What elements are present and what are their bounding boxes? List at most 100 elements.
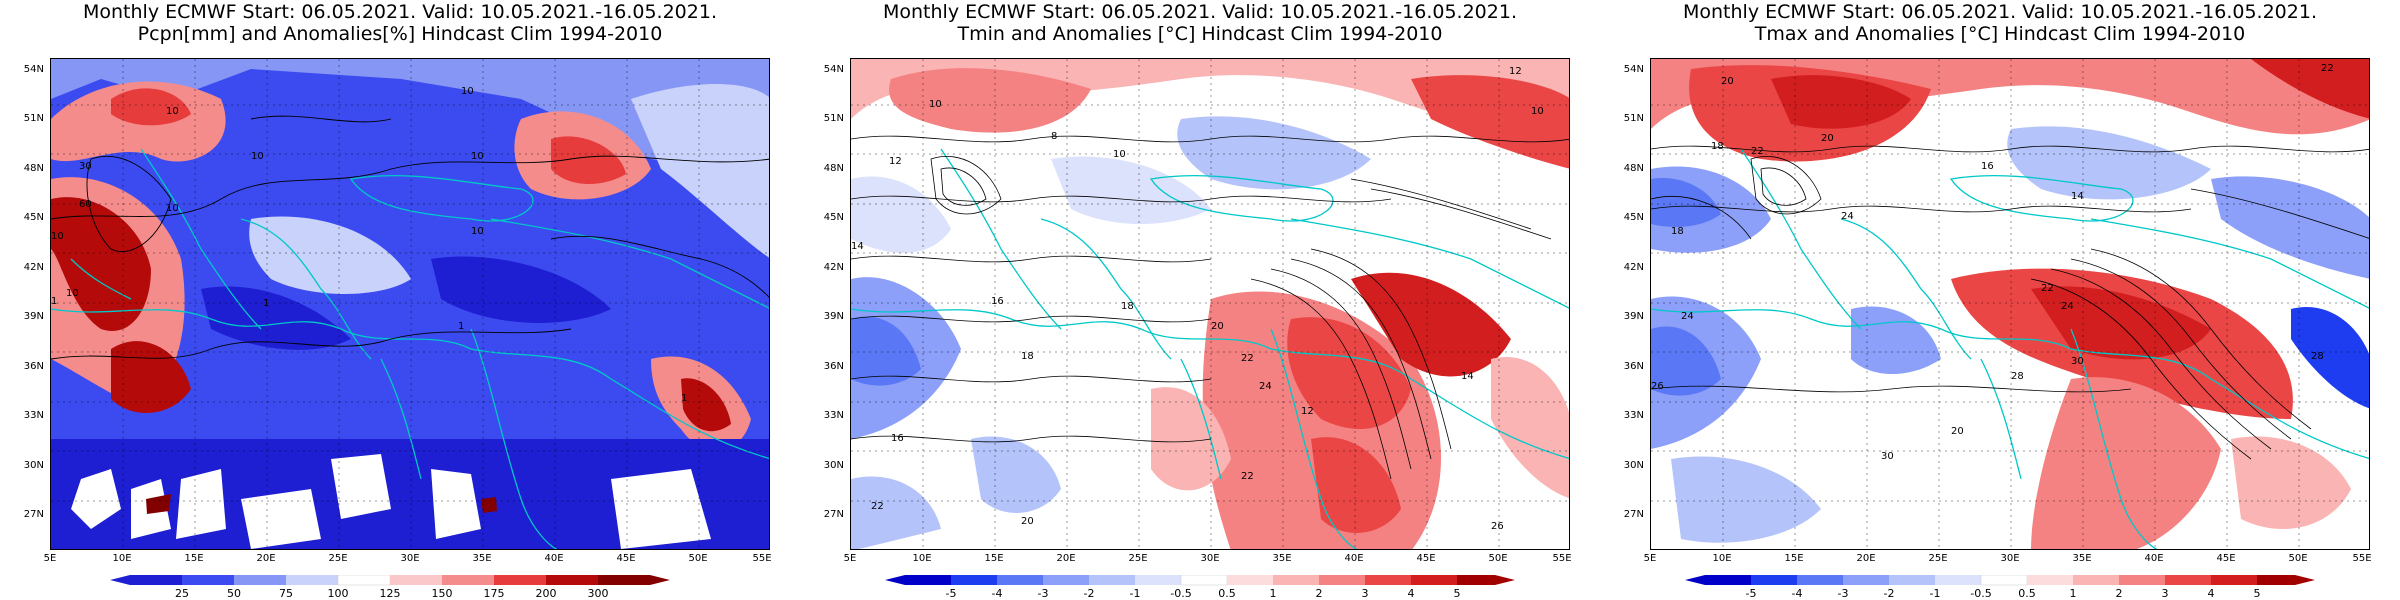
- colorbar-label: 150: [431, 587, 453, 600]
- lon-label: 55E: [1552, 553, 1572, 564]
- precip-colorbar: [110, 575, 670, 586]
- colorbar-label: -0.5: [1170, 587, 1192, 600]
- contour-label: 30: [79, 161, 92, 172]
- lat-label: 39N: [1623, 311, 1644, 322]
- contour-labels: 10 10 10 30 60 10 10 10 10 1 10 1 1 1: [51, 86, 687, 404]
- colorbar-label: 3: [1361, 587, 1369, 600]
- lon-label: 35E: [472, 553, 492, 564]
- lat-label: 48N: [823, 163, 844, 174]
- panel-title-line2: Tmin and Anomalies [°C] Hindcast Clim 19…: [957, 23, 1443, 45]
- colorbar-label: 0.5: [2018, 587, 2036, 600]
- contour-label: 24: [1259, 381, 1272, 392]
- lon-label: 50E: [2288, 553, 2308, 564]
- contour-label: 10: [471, 226, 484, 237]
- contour-label: 10: [461, 86, 474, 97]
- contour-label: 24: [2061, 301, 2074, 312]
- contour-labels: 12 10 8 12 10 14 16 18 20 22 24 22 12 10…: [851, 66, 1544, 532]
- coastline-overlay: [851, 148, 1569, 549]
- contour-label: 10: [66, 288, 79, 299]
- contour-label: 1: [263, 298, 269, 309]
- panel-tmin: Monthly ECMWF Start: 06.05.2021. Valid: …: [800, 0, 1600, 600]
- tmin-anomaly-field: [851, 59, 1569, 549]
- lat-label: 39N: [823, 311, 844, 322]
- colorbar-label: -2: [1883, 587, 1895, 600]
- colorbar-label: -1: [1929, 587, 1941, 600]
- colorbar-label: 25: [175, 587, 189, 600]
- graticule: [1651, 59, 2369, 549]
- lat-label: 51N: [23, 113, 44, 124]
- lat-label: 33N: [1623, 410, 1644, 421]
- lon-label: 40E: [2144, 553, 2164, 564]
- tmax-anomaly-field: [1651, 59, 2369, 549]
- lon-label: 55E: [752, 553, 772, 564]
- colorbar-label: 5: [2253, 587, 2261, 600]
- colorbar-label: -5: [945, 587, 957, 600]
- contour-label: 30: [2071, 356, 2084, 367]
- contour-label: 18: [1121, 301, 1134, 312]
- contour-label: 10: [471, 151, 484, 162]
- contour-label: 14: [1461, 371, 1474, 382]
- lon-label: 25E: [1128, 553, 1148, 564]
- colorbar-label: 4: [1407, 587, 1415, 600]
- colorbar-label: 75: [279, 587, 293, 600]
- colorbar-label: 0.5: [1218, 587, 1236, 600]
- contour-label: 1: [458, 321, 464, 332]
- contour-label: 14: [2071, 191, 2084, 202]
- panel-tmax: Monthly ECMWF Start: 06.05.2021. Valid: …: [1600, 0, 2400, 600]
- contour-label: 22: [1241, 471, 1254, 482]
- contour-label: 10: [166, 203, 179, 214]
- graticule: [851, 59, 1569, 549]
- colorbar-label: 5: [1453, 587, 1461, 600]
- lat-label: 27N: [1623, 509, 1644, 520]
- contour-label: 18: [1021, 351, 1034, 362]
- lon-label: 30E: [1200, 553, 1220, 564]
- colorbar-label: -3: [1837, 587, 1849, 600]
- contour-overlay: [851, 135, 1569, 480]
- colorbar-label: 2: [2115, 587, 2123, 600]
- lon-label: 20E: [256, 553, 276, 564]
- lat-label: 54N: [1623, 64, 1644, 75]
- contour-label: 18: [1711, 141, 1724, 152]
- panel-title-line1: Monthly ECMWF Start: 06.05.2021. Valid: …: [83, 1, 717, 23]
- contour-label: 16: [1981, 161, 1994, 172]
- colorbar-label: -1: [1129, 587, 1141, 600]
- lon-label: 50E: [688, 553, 708, 564]
- lon-label: 10E: [912, 553, 932, 564]
- contour-label: 14: [851, 241, 864, 252]
- colorbar-label: 4: [2207, 587, 2215, 600]
- lat-label: 27N: [23, 509, 44, 520]
- lat-label: 42N: [1623, 262, 1644, 273]
- contour-label: 20: [1951, 426, 1964, 437]
- colorbar-label: 2: [1315, 587, 1323, 600]
- contour-label: 28: [2011, 371, 2024, 382]
- panel-title-line2: Tmax and Anomalies [°C] Hindcast Clim 19…: [1754, 23, 2246, 45]
- contour-label: 1: [681, 393, 687, 404]
- lat-label: 27N: [823, 509, 844, 520]
- tmin-map[interactable]: 12 10 8 12 10 14 16 18 20 22 24 22 12 10…: [850, 58, 1570, 550]
- lon-label: 5E: [43, 553, 57, 564]
- graticule: [51, 59, 769, 549]
- precipitation-map[interactable]: 10 10 10 30 60 10 10 10 10 1 10 1 1 1: [50, 58, 770, 550]
- lat-label: 45N: [23, 212, 44, 223]
- tmax-map[interactable]: 22 20 18 22 20 24 16 14 18 22 24 28 30 2…: [1650, 58, 2370, 550]
- lon-label: 5E: [843, 553, 857, 564]
- contour-label: 28: [2311, 351, 2324, 362]
- lat-label: 30N: [23, 460, 44, 471]
- colorbar-label: -3: [1037, 587, 1049, 600]
- contour-label: 10: [929, 99, 942, 110]
- contour-label: 22: [2041, 283, 2054, 294]
- colorbar-label: -4: [1791, 587, 1803, 600]
- contour-label: 26: [1491, 521, 1504, 532]
- contour-label: 22: [1751, 146, 1764, 157]
- lat-label: 48N: [23, 163, 44, 174]
- lon-label: 35E: [2072, 553, 2092, 564]
- lat-label: 45N: [1623, 212, 1644, 223]
- coastline-overlay: [1651, 148, 2369, 549]
- contour-labels: 22 20 18 22 20 24 16 14 18 22 24 28 30 2…: [1651, 63, 2334, 462]
- contour-label: 10: [166, 106, 179, 117]
- contour-label: 60: [79, 199, 92, 210]
- panel-title-line2: Pcpn[mm] and Anomalies[%] Hindcast Clim …: [137, 23, 663, 45]
- lon-label: 35E: [1272, 553, 1292, 564]
- colorbar-label: 125: [379, 587, 401, 600]
- contour-label: 22: [871, 501, 884, 512]
